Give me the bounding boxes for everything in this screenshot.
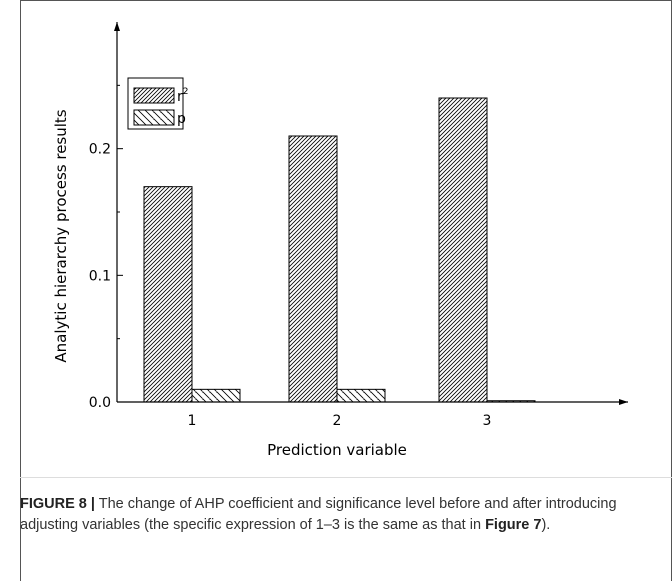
caption-figure-ref[interactable]: Figure 7 (485, 517, 542, 533)
x-axis-label: Prediction variable (267, 441, 407, 459)
caption-label: FIGURE 8 | (20, 496, 95, 512)
caption-text-end: ). (541, 517, 551, 533)
y-tick-label: 0.2 (89, 142, 111, 158)
bar-r2-3 (438, 97, 488, 403)
caption-text: The change of AHP coefficient and signif… (20, 496, 617, 533)
y-tick-label: 0.1 (89, 268, 111, 284)
bar-r2-2 (288, 135, 338, 403)
legend-swatch-r2 (133, 87, 175, 104)
bars-group (143, 97, 536, 403)
legend-swatch-p (133, 109, 175, 126)
legend-label-p: p (177, 111, 186, 127)
y-axis-label: Analytic hierarchy process results (52, 109, 70, 362)
y-axis-arrow (114, 22, 120, 31)
bar-p-2 (336, 388, 386, 403)
x-tick-label: 1 (188, 413, 197, 429)
x-tick-label: 3 (483, 413, 492, 429)
ticks-group: 0.0 0.1 0.2 1 2 3 (89, 84, 492, 429)
x-tick-label: 2 (333, 413, 342, 429)
legend: r2 p (127, 77, 189, 130)
legend-label-r2: r2 (177, 87, 189, 105)
bar-p-1 (191, 388, 241, 403)
bar-p-3 (486, 400, 536, 403)
bar-r2-1 (143, 186, 193, 403)
x-axis-arrow (619, 399, 628, 405)
figure-caption: FIGURE 8 | The change of AHP coefficient… (20, 494, 650, 536)
y-tick-label: 0.0 (89, 395, 111, 411)
